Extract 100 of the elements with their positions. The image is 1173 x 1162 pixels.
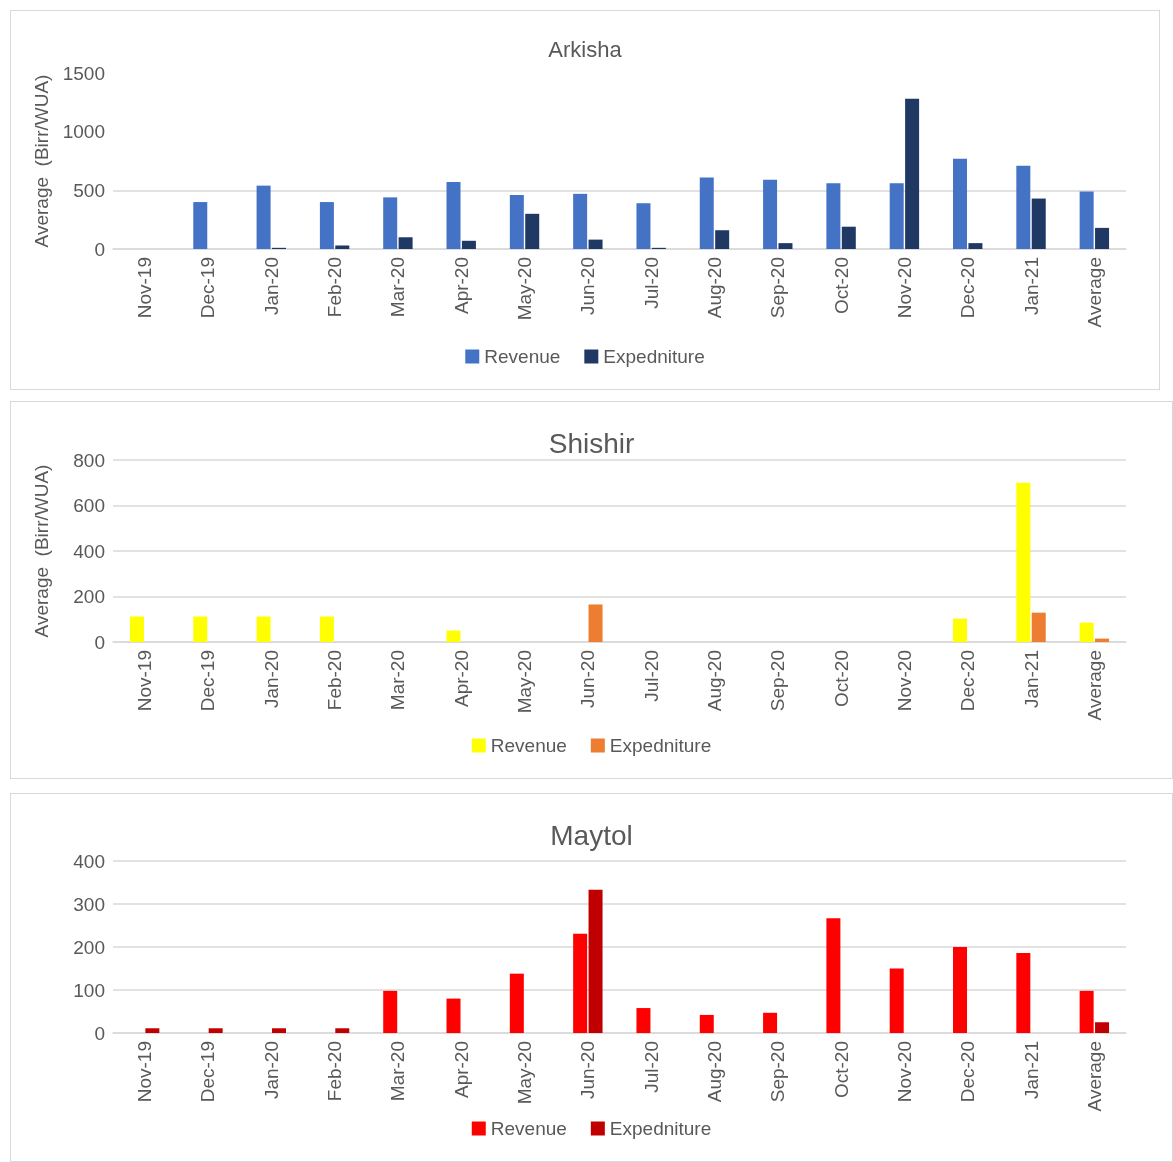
x-tick-label: Oct-20	[830, 1041, 852, 1099]
x-tick-label: Nov-20	[893, 257, 915, 319]
bar	[398, 237, 413, 249]
y-tick-label: 600	[73, 495, 105, 516]
bar	[636, 203, 651, 249]
y-tick-label: 100	[73, 979, 105, 1001]
x-tick-label: Nov-20	[893, 650, 915, 712]
bar	[763, 1012, 778, 1033]
x-tick-label: Dec-20	[957, 650, 979, 712]
bar	[1079, 990, 1094, 1033]
x-tick-label: Sep-20	[767, 257, 789, 319]
bar	[699, 177, 714, 249]
x-tick-label: Jan-20	[260, 1041, 282, 1100]
bar	[1016, 953, 1031, 1033]
bar	[715, 230, 730, 249]
bar	[1095, 1022, 1110, 1033]
y-tick-label: 400	[73, 540, 105, 562]
legend-label: Revenue	[490, 1118, 567, 1139]
bar	[826, 183, 841, 249]
bar	[525, 213, 540, 249]
x-tick-label: Nov-19	[134, 1041, 156, 1103]
bar	[1079, 191, 1094, 249]
x-tick-label: Jan-21	[1020, 650, 1042, 709]
bar	[271, 1028, 286, 1033]
legend-label: Expedniture	[609, 1118, 712, 1139]
x-tick-label: Jun-20	[577, 650, 599, 709]
x-tick-label: Dec-19	[197, 1041, 219, 1103]
bar	[319, 616, 334, 642]
bar	[446, 182, 461, 249]
y-tick-label: 0	[94, 1022, 105, 1044]
x-tick-label: Jun-20	[577, 257, 599, 316]
x-tick-label: Apr-20	[450, 257, 472, 315]
bar	[446, 998, 461, 1033]
bar	[588, 239, 603, 249]
x-tick-label: Aug-20	[703, 650, 725, 712]
x-tick-label: Jul-20	[640, 1041, 662, 1093]
x-tick-label: May-20	[514, 1041, 536, 1105]
bar	[699, 1014, 714, 1033]
bar	[826, 918, 841, 1033]
bar	[889, 968, 904, 1033]
x-tick-label: Apr-20	[450, 650, 472, 708]
y-tick-label: 300	[73, 893, 105, 915]
x-tick-label: Nov-20	[893, 1041, 915, 1103]
bar	[256, 185, 271, 249]
bar	[193, 616, 208, 642]
x-tick-label: May-20	[514, 650, 536, 714]
y-tick-label: 200	[73, 586, 105, 607]
bar	[1079, 622, 1094, 642]
bar	[1016, 482, 1031, 642]
x-tick-label: Nov-19	[134, 650, 156, 712]
bar	[968, 243, 983, 249]
x-tick-label: Feb-20	[324, 257, 346, 318]
x-tick-label: Sep-20	[767, 1041, 789, 1103]
bar	[841, 226, 856, 249]
bar	[129, 616, 144, 642]
bar	[256, 616, 271, 642]
bar	[573, 193, 588, 249]
bar	[509, 195, 524, 249]
chart-title: Maytol	[550, 819, 633, 851]
x-tick-label: Aug-20	[703, 1041, 725, 1103]
bar	[383, 197, 398, 249]
x-tick-label: Apr-20	[450, 1041, 472, 1099]
x-tick-label: Mar-20	[387, 650, 409, 711]
x-tick-label: Feb-20	[324, 1041, 346, 1102]
x-tick-label: Jul-20	[640, 650, 662, 702]
legend-label: Revenue	[484, 346, 561, 367]
bar	[889, 183, 904, 249]
bar	[145, 1028, 160, 1033]
bar	[208, 1028, 223, 1033]
bar	[636, 1008, 651, 1033]
chart-title: Arkisha	[548, 36, 623, 62]
legend-label: Revenue	[490, 735, 567, 756]
x-tick-label: Jan-20	[260, 650, 282, 709]
x-tick-label: Dec-20	[957, 257, 979, 319]
bar	[335, 245, 350, 249]
bar	[588, 604, 603, 642]
y-tick-label: 0	[94, 238, 105, 260]
x-tick-label: Average	[1083, 1041, 1105, 1112]
x-tick-label: Average	[1083, 650, 1105, 721]
y-axis-title: Average (Birr/WUA)	[31, 464, 52, 638]
bar	[509, 973, 524, 1033]
bar	[1031, 198, 1046, 249]
x-tick-label: Dec-19	[197, 257, 219, 319]
x-tick-label: Dec-19	[197, 650, 219, 712]
x-tick-label: Jun-20	[577, 1041, 599, 1100]
bar	[1016, 165, 1031, 249]
bar	[763, 179, 778, 249]
bar	[335, 1028, 350, 1033]
bar	[1031, 612, 1046, 642]
legend-label: Expedniture	[609, 735, 712, 756]
bar	[953, 158, 968, 249]
x-tick-label: Jan-21	[1020, 1041, 1042, 1100]
x-tick-label: Jan-21	[1020, 257, 1042, 316]
bar	[953, 947, 968, 1033]
bar	[588, 889, 603, 1033]
bar	[1095, 227, 1110, 249]
x-tick-label: Mar-20	[387, 257, 409, 318]
x-tick-label: Oct-20	[830, 257, 852, 315]
bar	[446, 630, 461, 642]
bar	[573, 933, 588, 1033]
